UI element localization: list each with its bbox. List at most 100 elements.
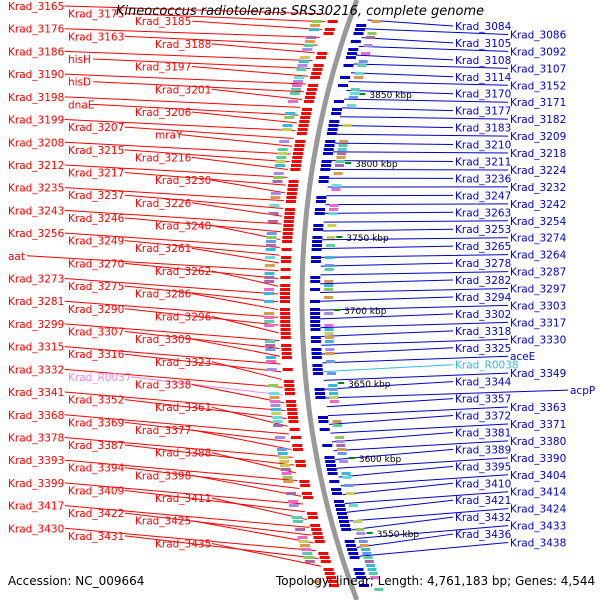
left-gene-label[interactable]: Krad_3286 xyxy=(135,289,192,301)
left-gene-label[interactable]: Krad_3431 xyxy=(68,531,124,543)
left-gene-label[interactable]: Krad_3417 xyxy=(8,501,64,513)
right-gene-label[interactable]: Krad_3432 xyxy=(455,512,511,524)
right-gene-label[interactable]: aceE xyxy=(510,351,535,363)
left-gene-label[interactable]: Krad_3165 xyxy=(8,1,64,13)
left-gene-label[interactable]: Krad_3409 xyxy=(68,485,124,497)
left-gene-label[interactable]: Krad_3323 xyxy=(155,357,211,369)
left-gene-label[interactable]: Krad_3240 xyxy=(155,221,211,233)
left-gene-label[interactable]: Krad_3243 xyxy=(8,205,64,217)
right-gene-label[interactable]: Krad_3297 xyxy=(510,284,566,296)
left-gene-label[interactable]: Krad_3422 xyxy=(68,508,124,520)
right-gene-label[interactable]: Krad_3236 xyxy=(455,173,512,185)
right-gene-label[interactable]: Krad_3092 xyxy=(510,46,566,58)
left-gene-label[interactable]: Krad_3185 xyxy=(135,16,191,28)
left-gene-label[interactable]: Krad_3315 xyxy=(8,342,64,354)
left-gene-label[interactable]: Krad_3309 xyxy=(135,334,191,346)
right-gene-label[interactable]: Krad_3114 xyxy=(455,72,512,84)
right-gene-label[interactable]: Krad_3242 xyxy=(510,199,566,211)
left-gene-label[interactable]: Krad_3430 xyxy=(8,523,64,535)
left-gene-label[interactable]: Krad_3435 xyxy=(155,538,211,550)
right-gene-label[interactable]: Krad_3330 xyxy=(510,334,566,346)
left-gene-label[interactable]: Krad_3235 xyxy=(8,183,64,195)
left-gene-label[interactable]: Krad_3188 xyxy=(155,39,211,51)
right-gene-label[interactable]: Krad_3232 xyxy=(510,182,566,194)
right-gene-label[interactable]: Krad_3264 xyxy=(510,250,567,262)
right-gene-label[interactable]: Krad_3349 xyxy=(510,368,566,380)
right-gene-label[interactable]: Krad_3363 xyxy=(510,402,566,414)
left-gene-label[interactable]: Krad_3201 xyxy=(155,84,211,96)
right-gene-label[interactable]: Krad_3317 xyxy=(510,317,566,329)
right-gene-label[interactable]: Krad_3105 xyxy=(455,38,511,50)
left-gene-label[interactable]: Krad_3215 xyxy=(68,145,124,157)
left-gene-label[interactable]: Krad_3199 xyxy=(8,115,64,127)
right-gene-label[interactable]: Krad_3436 xyxy=(455,529,512,541)
right-gene-label[interactable]: Krad_3372 xyxy=(455,411,511,423)
right-gene-label[interactable]: Krad_3265 xyxy=(455,241,511,253)
left-gene-label[interactable]: Krad_3398 xyxy=(135,470,191,482)
left-gene-label[interactable]: Krad_3394 xyxy=(68,463,125,475)
right-gene-label[interactable]: Krad_3218 xyxy=(510,148,566,160)
right-gene-label[interactable]: Krad_3294 xyxy=(455,292,512,304)
left-gene-label[interactable]: dnaE xyxy=(68,99,94,111)
right-gene-label[interactable]: Krad_3371 xyxy=(510,419,566,431)
left-gene-label[interactable]: Krad_3341 xyxy=(8,387,64,399)
left-gene-label[interactable]: Krad_3399 xyxy=(8,478,64,490)
left-gene-label[interactable]: Krad_3198 xyxy=(8,92,64,104)
left-gene-label[interactable]: Krad_3273 xyxy=(8,274,64,286)
left-gene-label[interactable]: Krad_3237 xyxy=(68,190,124,202)
left-gene-label[interactable]: Krad_3217 xyxy=(68,168,124,180)
left-gene-label[interactable]: Krad_3197 xyxy=(135,62,191,74)
right-gene-label[interactable]: acpP xyxy=(570,385,595,397)
left-gene-label[interactable]: Krad_3281 xyxy=(8,296,64,308)
right-gene-label[interactable]: Krad_3424 xyxy=(510,504,567,516)
left-gene-label[interactable]: Krad_3369 xyxy=(68,417,124,429)
right-gene-label[interactable]: Krad_3282 xyxy=(455,275,511,287)
right-gene-label[interactable]: Krad_3254 xyxy=(510,216,567,228)
right-gene-label[interactable]: Krad_3389 xyxy=(455,444,511,456)
left-gene-label[interactable]: Krad_3352 xyxy=(68,395,124,407)
left-gene-label[interactable]: Krad_3332 xyxy=(8,364,64,376)
right-gene-label[interactable]: Krad_3170 xyxy=(455,89,511,101)
right-gene-label[interactable]: Krad_3182 xyxy=(510,114,566,126)
right-gene-label[interactable]: Krad_3177 xyxy=(455,106,511,118)
left-gene-label[interactable]: aat xyxy=(8,251,25,263)
left-gene-label[interactable]: Krad_3338 xyxy=(135,379,191,391)
right-gene-label[interactable]: Krad_3152 xyxy=(510,80,566,92)
right-gene-label[interactable]: Krad_3438 xyxy=(510,538,566,550)
right-gene-label[interactable]: Krad_3404 xyxy=(510,470,567,482)
left-gene-label[interactable]: Krad_3377 xyxy=(135,425,191,437)
right-gene-label[interactable]: Krad_3210 xyxy=(455,140,511,152)
right-gene-label[interactable]: Krad_3211 xyxy=(455,156,511,168)
left-gene-label[interactable]: Krad_3299 xyxy=(8,319,64,331)
left-gene-label[interactable]: Krad_3393 xyxy=(8,455,64,467)
right-gene-label[interactable]: Krad_3357 xyxy=(455,394,511,406)
right-gene-label[interactable]: Krad_3302 xyxy=(455,309,511,321)
right-gene-label[interactable]: Krad_3247 xyxy=(455,190,511,202)
right-gene-label[interactable]: Krad_3108 xyxy=(455,55,511,67)
right-gene-label[interactable]: Krad_3380 xyxy=(510,436,566,448)
left-gene-label[interactable]: Krad_3176 xyxy=(8,24,65,36)
left-gene-label[interactable]: Krad_3425 xyxy=(135,516,191,528)
right-gene-label[interactable]: Krad_3421 xyxy=(455,495,511,507)
left-gene-label[interactable]: Krad_R0037 xyxy=(68,372,132,384)
gene-labels[interactable]: Krad_3165 Krad_3175 Krad_3185 Krad_3176 Krad… xyxy=(8,1,595,550)
right-gene-label[interactable]: Krad_3303 xyxy=(510,300,566,312)
left-gene-label[interactable]: Krad_3212 xyxy=(8,160,64,172)
left-gene-label[interactable]: hisH xyxy=(68,54,91,66)
left-gene-label[interactable]: Krad_3270 xyxy=(68,258,124,270)
left-gene-label[interactable]: Krad_3261 xyxy=(135,243,191,255)
right-gene-label[interactable]: Krad_3224 xyxy=(510,165,567,177)
right-gene-label[interactable]: Krad_3263 xyxy=(455,207,511,219)
right-gene-label[interactable]: Krad_3433 xyxy=(510,521,566,533)
left-gene-label[interactable]: Krad_3368 xyxy=(8,410,64,422)
left-gene-label[interactable]: Krad_3249 xyxy=(68,236,124,248)
left-gene-label[interactable]: Krad_3175 xyxy=(68,9,124,21)
right-gene-label[interactable]: Krad_3278 xyxy=(455,258,511,270)
right-gene-label[interactable]: Krad_3084 xyxy=(455,21,512,33)
left-gene-label[interactable]: Krad_3316 xyxy=(68,349,125,361)
left-gene-label[interactable]: Krad_3206 xyxy=(135,107,192,119)
left-gene-label[interactable]: Krad_3307 xyxy=(68,326,124,338)
left-gene-label[interactable]: Krad_3290 xyxy=(68,304,124,316)
right-gene-label[interactable]: Krad_3183 xyxy=(455,123,511,135)
left-gene-label[interactable]: Krad_3275 xyxy=(68,281,124,293)
